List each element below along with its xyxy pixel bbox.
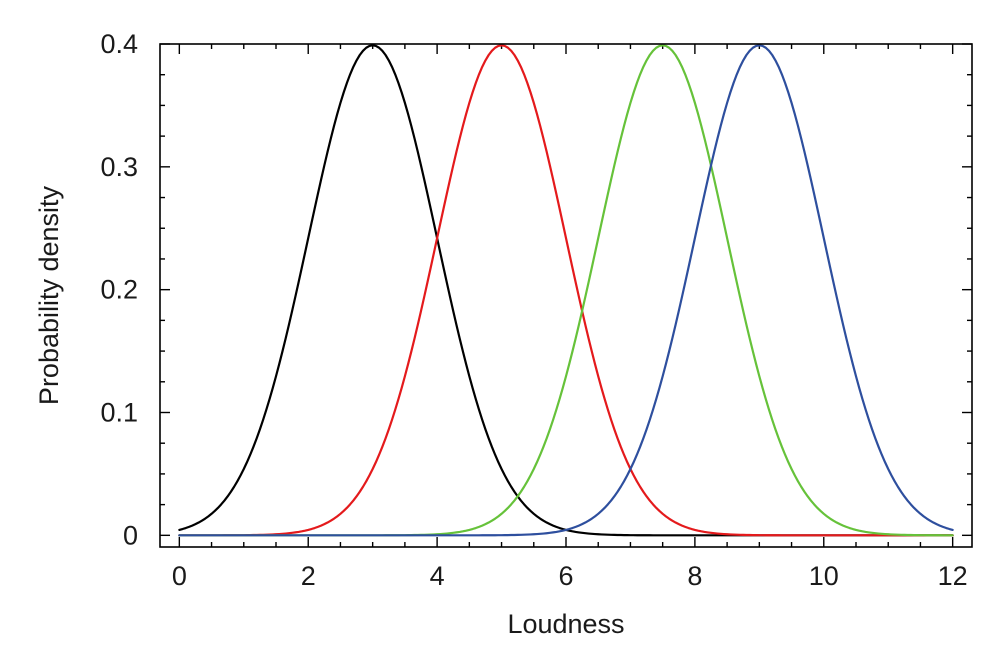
ticks-layer bbox=[160, 43, 972, 547]
series-line-3 bbox=[178, 44, 954, 537]
x-tick-label: 12 bbox=[938, 561, 968, 591]
series-line-1 bbox=[178, 44, 954, 537]
series-line-2 bbox=[178, 44, 954, 537]
y-tick-label: 0.2 bbox=[100, 275, 138, 305]
x-tick-label: 8 bbox=[687, 561, 702, 591]
y-tick-label: 0.4 bbox=[100, 29, 138, 59]
curves-layer bbox=[178, 44, 954, 537]
x-tick-label: 2 bbox=[301, 561, 316, 591]
y-tick-label: 0 bbox=[123, 520, 138, 550]
x-tick-label: 10 bbox=[809, 561, 839, 591]
labels-layer: 0 2 4 6 8 10 12 0 0.1 0.2 0.3 0.4 bbox=[100, 29, 967, 591]
plot-frame bbox=[159, 43, 973, 548]
x-tick-label: 6 bbox=[558, 561, 573, 591]
y-tick-label: 0.3 bbox=[100, 152, 138, 182]
x-tick-label: 0 bbox=[172, 561, 187, 591]
x-axis-label: Loudness bbox=[507, 609, 624, 639]
y-axis-label: Probability density bbox=[34, 185, 64, 405]
y-tick-label: 0.1 bbox=[100, 397, 138, 427]
x-tick-label: 4 bbox=[430, 561, 445, 591]
series-line-4 bbox=[178, 44, 954, 537]
